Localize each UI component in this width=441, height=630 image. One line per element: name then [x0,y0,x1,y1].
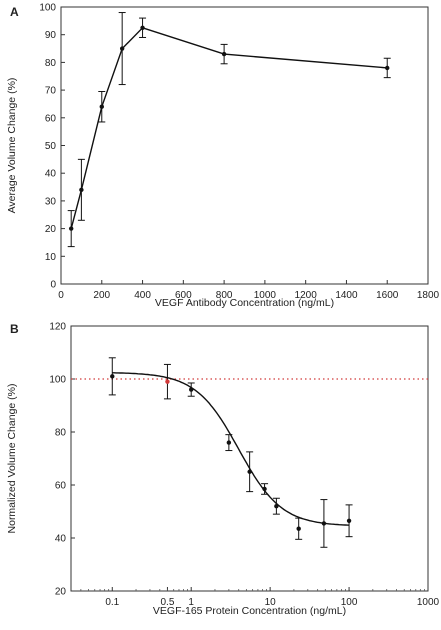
data-point [79,187,84,193]
x-tick-label: 0.5 [160,597,174,608]
y-tick-label: 70 [45,86,57,97]
y-tick-label: 80 [55,428,67,439]
x-tick-label: 10 [265,597,277,608]
x-tick-label: 1000 [417,597,440,608]
data-point [119,46,125,51]
y-tick-label: 20 [45,224,57,235]
x-tick-label: 1400 [335,290,358,301]
fit-curve [112,372,350,526]
x-axis-label: VEGF Antibody Concentration (ng/mL) [155,297,334,309]
x-tick-label: 800 [216,290,233,301]
y-tick-label: 100 [49,375,66,386]
data-point [99,104,104,109]
y-axis-label: Average Volume Change (%) [6,78,18,214]
x-tick-label: 200 [93,290,110,301]
data-point [274,504,279,509]
y-tick-label: 120 [49,322,66,333]
data-point [296,526,301,531]
data-point [68,226,74,231]
data-point [110,374,115,379]
x-tick-label: 1200 [295,290,318,301]
y-tick-label: 10 [45,252,57,263]
x-tick-label: 1000 [254,290,277,301]
data-point [321,521,327,526]
x-tick-label: 400 [134,290,151,301]
y-tick-label: 40 [55,534,67,545]
x-tick-label: 0.1 [105,597,119,608]
y-tick-label: 90 [45,30,57,41]
y-tick-label: 20 [55,587,67,598]
data-point [189,387,194,392]
panel-label: B [10,322,19,336]
data-point [247,469,252,474]
data-point [140,25,145,30]
y-tick-label: 30 [45,196,57,207]
x-tick-label: 100 [341,597,358,608]
data-point [262,486,267,492]
x-tick-label: 1600 [376,290,399,301]
y-tick-label: 80 [45,58,57,69]
data-point [221,51,227,57]
x-tick-label: 1 [188,597,194,608]
x-tick-label: 0 [58,290,64,301]
panel-b: B 20 40 60 80 100 120 0.1 0.5 1 10 100 1000 VEGF-165 … [6,322,440,618]
plot-frame [70,325,429,592]
x-axis-label: VEGF-165 Protein Concentration (ng/mL) [153,605,346,617]
data-point [385,65,390,71]
x-tick-label: 1800 [417,290,440,301]
y-tick-label: 50 [45,141,57,152]
y-tick-label: 100 [39,3,56,14]
data-point [226,440,232,445]
panel-label: A [10,5,19,19]
y-tick-label: 40 [45,169,57,180]
data-point-highlight [165,379,170,384]
y-axis-label: Normalized Volume Change (%) [6,384,18,534]
y-tick-label: 60 [45,113,57,124]
data-point [346,518,352,523]
x-tick-label: 600 [175,290,192,301]
series-line [70,27,388,229]
y-tick-label: 60 [55,481,67,492]
y-tick-label: 0 [50,280,56,291]
plot-frame [60,6,429,285]
